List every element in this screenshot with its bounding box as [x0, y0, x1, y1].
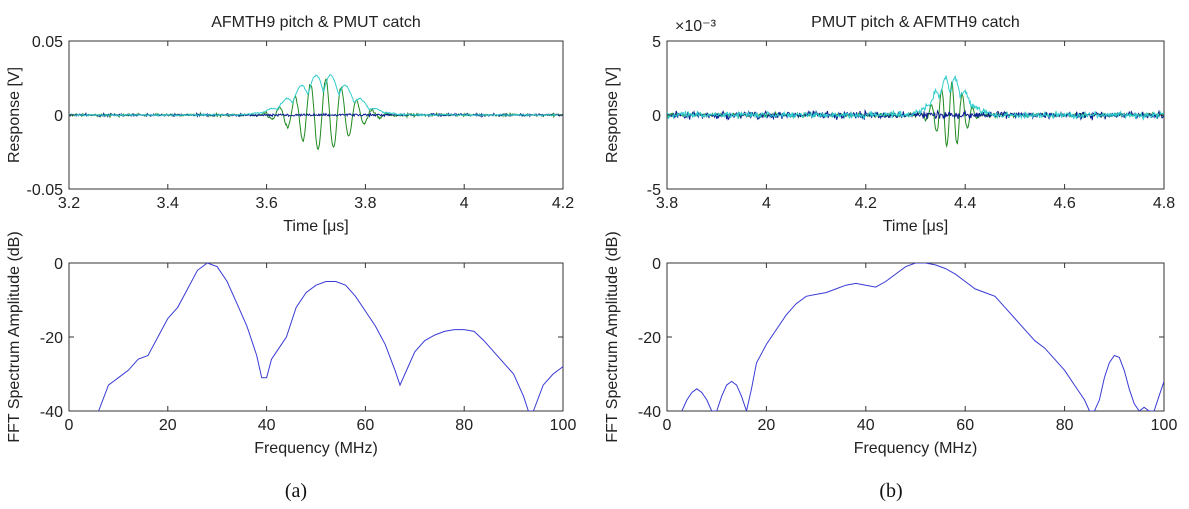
chart-3-ytick-label: -5: [647, 182, 661, 199]
chart-2-xtick-label: 60: [357, 417, 375, 434]
chart-1-xtick-label: 3.4: [157, 195, 179, 212]
chart-4-xlabel: Frequency (MHz): [854, 440, 978, 457]
chart-4-ytick-label: 0: [652, 256, 661, 273]
chart-3-title: PMUT pitch & AFMTH9 catch: [811, 14, 1020, 31]
chart-1-xtick-label: 3.2: [58, 195, 80, 212]
chart-1-ytick-label: -0.05: [27, 182, 64, 199]
chart-1-xtick-label: 4.2: [552, 195, 574, 212]
chart-4-xtick-label: 60: [956, 417, 974, 434]
chart-4-ytick-label: -40: [638, 404, 661, 421]
chart-1-ytick-label: 0: [54, 108, 63, 125]
chart-1-ylabel: Response [V]: [6, 67, 23, 163]
chart-4-frame: [666, 262, 1165, 412]
chart-3-xlabel: Time [μs]: [883, 218, 949, 235]
chart-4-xtick-label: 20: [758, 417, 776, 434]
chart-1-xtick-label: 4: [460, 195, 469, 212]
chart-2-ytick-label: 0: [54, 256, 63, 273]
chart-2-xlabel: Frequency (MHz): [254, 440, 378, 457]
chart-3-xtick-label: 4: [762, 195, 771, 212]
chart-2-series-1: [98, 263, 563, 411]
chart-1-xtick-label: 3.8: [354, 195, 376, 212]
chart-2-ytick-label: -40: [40, 404, 63, 421]
chart-3-exponent-label: ×10⁻³: [675, 18, 717, 35]
chart-2-xtick-label: 0: [65, 417, 74, 434]
chart-3-series-3: [667, 75, 1164, 121]
chart-2-ytick-label: -20: [40, 330, 63, 347]
chart-4-ytick-label: -20: [638, 330, 661, 347]
chart-3-xtick-label: 4.4: [954, 195, 976, 212]
chart-1-xlabel: Time [μs]: [283, 218, 349, 235]
chart-4-ylabel: FFT Spectrum Amplitude (dB): [604, 231, 621, 442]
chart-2-xtick-label: 40: [258, 417, 276, 434]
panel-caption-a: (a): [284, 480, 308, 502]
chart-3-ylabel: Response [V]: [604, 67, 621, 163]
chart-3-xtick-label: 3.8: [656, 195, 678, 212]
chart-2-xtick-label: 20: [159, 417, 177, 434]
chart-1-ytick-label: 0.05: [32, 34, 63, 51]
chart-2-ylabel: FFT Spectrum Amplitude (dB): [6, 231, 23, 442]
chart-3-ytick-label: 5: [652, 34, 661, 51]
chart-1-series-3: [69, 73, 563, 117]
chart-1-title: AFMTH9 pitch & PMUT catch: [211, 14, 421, 31]
chart-3-xtick-label: 4.2: [855, 195, 877, 212]
chart-2-xtick-label: 80: [455, 417, 473, 434]
chart-1-xtick-label: 3.6: [255, 195, 277, 212]
chart-2-xtick-label: 100: [550, 417, 577, 434]
chart-4-xtick-label: 100: [1151, 417, 1178, 434]
chart-4-xtick-label: 80: [1056, 417, 1074, 434]
chart-4-xtick-label: 40: [857, 417, 875, 434]
chart-3-xtick-label: 4.8: [1153, 195, 1175, 212]
chart-4-xtick-label: 0: [663, 417, 672, 434]
chart-3-xtick-label: 4.6: [1053, 195, 1075, 212]
panel-caption-b: (b): [879, 480, 903, 502]
chart-3-ytick-label: 0: [652, 108, 661, 125]
chart-3-series-2: [667, 108, 1164, 121]
chart-4-series-1: [681, 263, 1164, 411]
